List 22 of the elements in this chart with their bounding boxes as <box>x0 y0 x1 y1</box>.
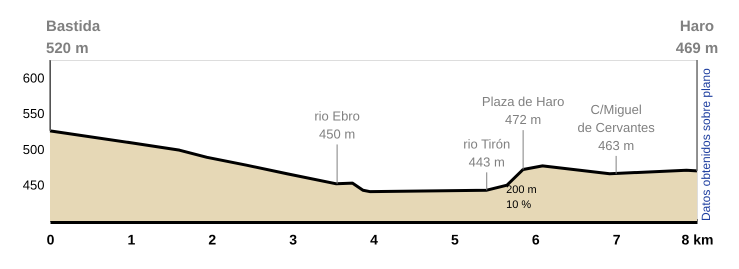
y-tick-label: 450 <box>22 178 44 193</box>
y-tick-label: 500 <box>22 142 44 157</box>
annotation: rio Ebro 450 m <box>314 108 360 142</box>
annotation: C/Miguel de Cervantes 463 m <box>577 102 656 153</box>
x-tick-label: 3 <box>289 232 298 248</box>
y-tick-label: 550 <box>22 106 44 122</box>
annotation: rio Tirón 443 m <box>463 136 510 170</box>
x-tick-label: 7 <box>612 232 621 248</box>
x-tick-label: 6 <box>532 232 540 248</box>
y-tick-label: 600 <box>22 70 44 86</box>
annotation: Bastida 520 m <box>46 18 101 57</box>
text: Haro 469 m <box>676 18 718 57</box>
x-tick-label: 4 <box>370 232 378 248</box>
x-tick-label: 8 km <box>682 232 714 248</box>
x-tick-label: 5 <box>450 232 459 248</box>
x-tick-label: 1 <box>127 232 136 248</box>
x-tick-label: 2 <box>208 232 216 248</box>
x-tick-label: 0 <box>46 232 55 248</box>
annotation: Plaza de Haro 472 m <box>482 94 564 128</box>
text: Datos obtenidos sobre plano <box>699 68 713 221</box>
annotation: 10 % <box>506 199 532 211</box>
annotation: 200 m <box>506 184 537 196</box>
